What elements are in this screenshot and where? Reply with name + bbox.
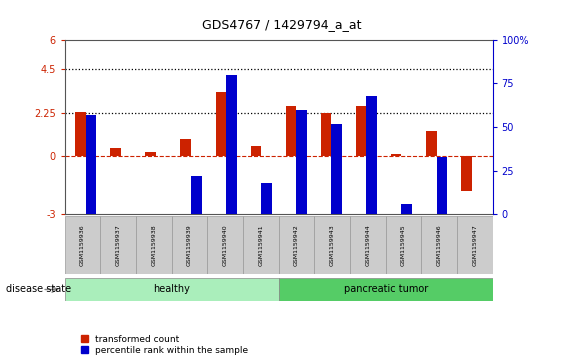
FancyBboxPatch shape <box>243 216 279 274</box>
Bar <box>391 154 401 156</box>
FancyBboxPatch shape <box>350 216 386 274</box>
Bar <box>321 114 331 156</box>
Legend: transformed count, percentile rank within the sample: transformed count, percentile rank withi… <box>81 335 248 355</box>
Text: GSM1159944: GSM1159944 <box>365 224 370 266</box>
Bar <box>251 146 261 156</box>
Bar <box>261 183 272 214</box>
Bar <box>181 139 191 156</box>
Bar <box>426 131 436 156</box>
Text: GSM1159947: GSM1159947 <box>472 224 477 266</box>
Bar <box>86 115 96 214</box>
Text: pancreatic tumor: pancreatic tumor <box>343 285 428 294</box>
Text: GSM1159942: GSM1159942 <box>294 224 299 266</box>
Bar <box>156 214 167 232</box>
Text: healthy: healthy <box>153 285 190 294</box>
Text: disease state: disease state <box>6 285 71 294</box>
Bar <box>367 96 377 214</box>
Bar <box>226 75 236 214</box>
FancyBboxPatch shape <box>279 216 314 274</box>
Text: GSM1159936: GSM1159936 <box>80 224 85 266</box>
Bar <box>461 156 472 191</box>
Bar <box>436 157 447 214</box>
FancyBboxPatch shape <box>65 216 100 274</box>
Bar <box>216 92 226 156</box>
Text: GSM1159938: GSM1159938 <box>151 224 157 266</box>
FancyBboxPatch shape <box>207 216 243 274</box>
Text: GSM1159937: GSM1159937 <box>116 224 120 266</box>
Bar <box>121 214 131 223</box>
FancyBboxPatch shape <box>136 216 172 274</box>
Bar <box>296 110 307 214</box>
Bar <box>331 123 342 214</box>
Bar <box>145 152 156 156</box>
Text: GSM1159941: GSM1159941 <box>258 224 263 266</box>
Bar <box>356 106 367 156</box>
FancyBboxPatch shape <box>421 216 457 274</box>
Text: GSM1159943: GSM1159943 <box>330 224 334 266</box>
Bar <box>285 106 296 156</box>
Bar <box>401 204 412 214</box>
FancyBboxPatch shape <box>457 216 493 274</box>
Bar <box>65 278 279 301</box>
Bar <box>75 111 86 156</box>
Text: GSM1159939: GSM1159939 <box>187 224 192 266</box>
Text: GSM1159946: GSM1159946 <box>437 224 441 266</box>
Text: GSM1159945: GSM1159945 <box>401 224 406 266</box>
FancyBboxPatch shape <box>172 216 207 274</box>
Bar <box>110 148 121 156</box>
FancyBboxPatch shape <box>386 216 421 274</box>
Bar <box>191 176 202 214</box>
Text: GDS4767 / 1429794_a_at: GDS4767 / 1429794_a_at <box>202 18 361 31</box>
Text: GSM1159940: GSM1159940 <box>223 224 227 266</box>
FancyBboxPatch shape <box>100 216 136 274</box>
Bar <box>279 278 493 301</box>
Bar <box>472 214 482 223</box>
FancyBboxPatch shape <box>314 216 350 274</box>
